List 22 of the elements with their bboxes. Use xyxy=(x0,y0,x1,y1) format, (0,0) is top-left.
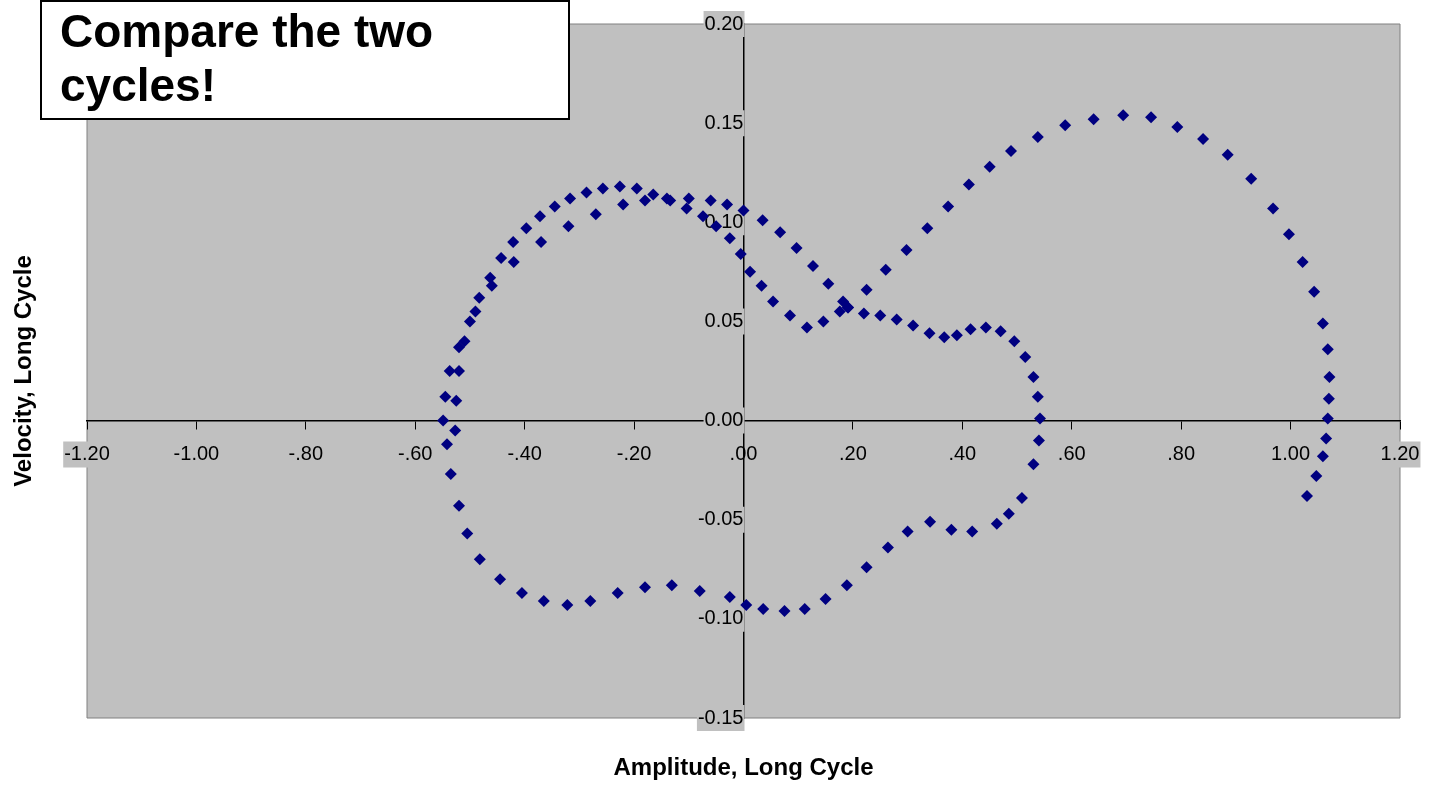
x-tick-label: -.60 xyxy=(398,442,433,465)
x-tick-label: -.40 xyxy=(507,442,542,465)
y-tick-label: 0.20 xyxy=(704,11,744,34)
x-tick-label: .60 xyxy=(1057,442,1086,465)
x-tick-label: .40 xyxy=(948,442,977,465)
x-tick-label: .20 xyxy=(839,442,867,465)
x-tick-label: 1.20 xyxy=(1380,442,1420,465)
x-tick-label: -.20 xyxy=(616,442,652,465)
x-tick-label: -.80 xyxy=(288,442,324,465)
x-tick-label: -1.00 xyxy=(173,442,220,465)
y-tick-label: 0.05 xyxy=(704,308,744,331)
x-tick-label: -1.20 xyxy=(64,442,110,465)
y-tick-label: -0.05 xyxy=(697,507,744,530)
x-tick-label: 1.00 xyxy=(1271,442,1311,465)
text-box: Compare the two cycles! xyxy=(40,0,570,120)
y-tick-label: -0.10 xyxy=(697,606,744,629)
x-axis-title: Amplitude, Long Cycle xyxy=(613,752,874,780)
y-tick-label: 0.15 xyxy=(704,110,744,133)
y-tick-label: 0.00 xyxy=(704,408,744,431)
y-tick-label: -0.15 xyxy=(697,705,744,728)
x-tick-label: .80 xyxy=(1167,442,1196,465)
y-axis-title: Velocity, Long Cycle xyxy=(8,255,36,487)
